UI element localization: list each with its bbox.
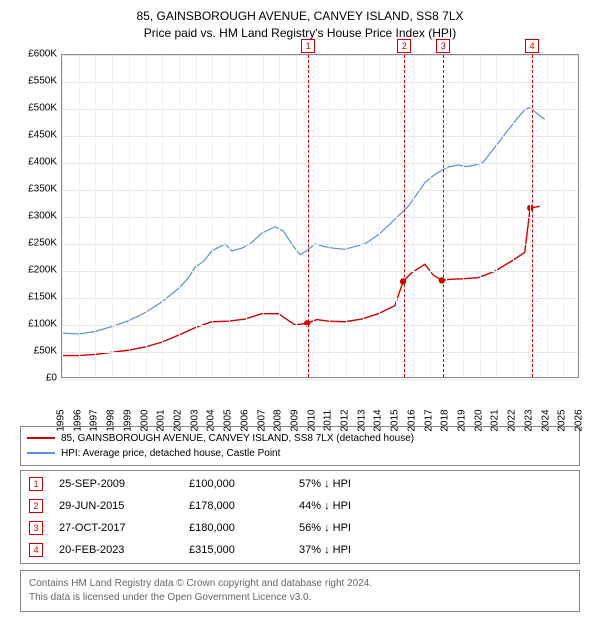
x-tick: 2002 (172, 409, 183, 431)
y-tick: £0 (13, 372, 57, 383)
event-row-date: 25-SEP-2009 (59, 478, 189, 490)
event-row-price: £180,000 (189, 522, 299, 534)
x-tick: 2020 (473, 409, 484, 431)
event-row-date: 20-FEB-2023 (59, 544, 189, 556)
series-hpi (62, 107, 545, 333)
event-row-delta: 44% ↓ HPI (299, 500, 571, 512)
event-marker-num: 2 (397, 39, 411, 53)
event-row-delta: 37% ↓ HPI (299, 544, 571, 556)
chart-svg (62, 55, 578, 377)
x-tick: 2014 (373, 409, 384, 431)
event-row-num: 1 (29, 477, 43, 491)
x-tick: 2013 (356, 409, 367, 431)
y-tick: £600K (13, 48, 57, 59)
x-tick: 2023 (523, 409, 534, 431)
y-tick: £300K (13, 210, 57, 221)
y-tick: £550K (13, 75, 57, 86)
event-row-num: 3 (29, 521, 43, 535)
event-row-date: 29-JUN-2015 (59, 500, 189, 512)
x-tick: 2007 (256, 409, 267, 431)
y-tick: £50K (13, 345, 57, 356)
legend-item: HPI: Average price, detached house, Cast… (27, 446, 573, 461)
x-tick: 1999 (122, 409, 133, 431)
footer-attribution: Contains HM Land Registry data © Crown c… (20, 570, 580, 612)
y-tick: £500K (13, 102, 57, 113)
x-tick: 2004 (206, 409, 217, 431)
event-marker-num: 4 (525, 39, 539, 53)
event-row-num: 2 (29, 499, 43, 513)
x-tick: 2010 (306, 409, 317, 431)
event-marker-num: 1 (301, 39, 315, 53)
event-row-price: £315,000 (189, 544, 299, 556)
x-tick: 2001 (156, 409, 167, 431)
y-tick: £350K (13, 183, 57, 194)
chart: 1234 £0 £50K £100K £150K £200K £250K £300K £350… (13, 48, 587, 418)
x-tick: 2024 (540, 409, 551, 431)
events-table: 1 25-SEP-2009£100,00057% ↓ HPI 2 29-JUN-201… (20, 470, 580, 564)
chart-header: 85, GAINSBOROUGH AVENUE, CANVEY ISLAND, … (8, 8, 592, 42)
legend-label: 85, GAINSBOROUGH AVENUE, CANVEY ISLAND, … (61, 431, 414, 446)
event-row-price: £100,000 (189, 478, 299, 490)
y-tick: £250K (13, 237, 57, 248)
x-tick: 1995 (56, 409, 67, 431)
x-tick: 2019 (457, 409, 468, 431)
x-tick: 2018 (440, 409, 451, 431)
y-tick: £100K (13, 318, 57, 329)
event-marker-line (404, 55, 405, 377)
legend-swatch (27, 452, 55, 454)
legend-label: HPI: Average price, detached house, Cast… (61, 446, 280, 461)
x-tick: 2006 (239, 409, 250, 431)
x-tick: 1996 (72, 409, 83, 431)
event-row-price: £178,000 (189, 500, 299, 512)
x-tick: 2003 (189, 409, 200, 431)
footer-line1: Contains HM Land Registry data © Crown c… (29, 577, 571, 591)
event-row-num: 4 (29, 543, 43, 557)
x-tick: 2009 (289, 409, 300, 431)
x-tick: 1998 (106, 409, 117, 431)
event-row-delta: 57% ↓ HPI (299, 478, 571, 490)
legend-swatch (27, 437, 55, 439)
plot-area: 1234 (61, 54, 579, 378)
x-tick: 2015 (390, 409, 401, 431)
title-address: 85, GAINSBOROUGH AVENUE, CANVEY ISLAND, … (8, 8, 592, 25)
event-row-delta: 56% ↓ HPI (299, 522, 571, 534)
series-paid (62, 206, 540, 355)
x-tick: 2000 (139, 409, 150, 431)
x-tick: 2017 (423, 409, 434, 431)
y-tick: £400K (13, 156, 57, 167)
event-row-date: 27-OCT-2017 (59, 522, 189, 534)
x-tick: 2012 (340, 409, 351, 431)
x-tick: 2021 (490, 409, 501, 431)
x-tick: 1997 (89, 409, 100, 431)
event-marker-line (532, 55, 533, 377)
y-tick: £200K (13, 264, 57, 275)
y-tick: £450K (13, 129, 57, 140)
x-tick: 2016 (406, 409, 417, 431)
legend-item: 85, GAINSBOROUGH AVENUE, CANVEY ISLAND, … (27, 431, 573, 446)
x-tick: 2011 (323, 409, 334, 431)
x-tick: 2008 (273, 409, 284, 431)
event-marker-num: 3 (436, 39, 450, 53)
x-tick: 2026 (574, 409, 585, 431)
event-marker-line (443, 55, 444, 377)
x-tick: 2022 (507, 409, 518, 431)
footer-line2: This data is licensed under the Open Gov… (29, 591, 571, 605)
title-subtitle: Price paid vs. HM Land Registry's House … (8, 25, 592, 42)
x-tick: 2005 (223, 409, 234, 431)
x-tick: 2025 (557, 409, 568, 431)
event-marker-line (308, 55, 309, 377)
y-tick: £150K (13, 291, 57, 302)
